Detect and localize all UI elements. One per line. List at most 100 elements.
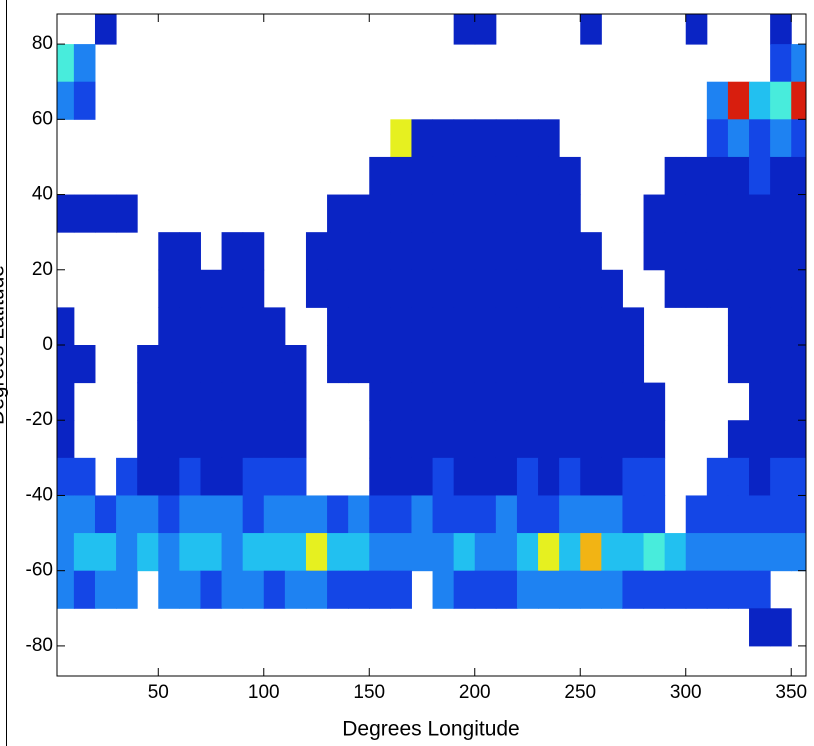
cell [453, 345, 476, 384]
cell [179, 457, 201, 496]
cell [327, 194, 349, 233]
cell [221, 457, 244, 496]
cell [432, 495, 455, 534]
cell [580, 345, 602, 384]
cell [770, 232, 792, 271]
cell [284, 382, 307, 421]
cell [580, 269, 602, 308]
cell [348, 269, 370, 308]
cell [158, 533, 180, 572]
cell [791, 382, 806, 421]
cell [685, 156, 708, 196]
cell [57, 194, 75, 233]
cell [158, 307, 180, 346]
cell [390, 457, 412, 496]
cell [559, 156, 581, 196]
cell [622, 382, 645, 421]
cell [453, 457, 476, 496]
cell [791, 156, 806, 196]
cell [791, 495, 806, 534]
cell [516, 307, 539, 346]
cell [474, 232, 497, 271]
cell [622, 420, 645, 459]
cell [390, 194, 412, 233]
cell [453, 14, 476, 45]
cell [770, 533, 792, 572]
cell [706, 232, 729, 271]
cell [369, 194, 391, 233]
cell [749, 232, 771, 271]
cell [601, 307, 623, 346]
y-tick-label: -20 [26, 409, 53, 430]
x-tick-label: 50 [148, 682, 169, 703]
cell [390, 382, 412, 421]
cell [622, 570, 645, 609]
cell [390, 533, 412, 572]
cell [770, 382, 792, 421]
cell [664, 533, 687, 572]
cell [200, 345, 223, 384]
cell [727, 345, 750, 384]
cell [453, 533, 476, 572]
cell [749, 269, 771, 308]
cell [559, 307, 581, 346]
cell [411, 307, 434, 346]
cell [601, 570, 623, 609]
cell [770, 495, 792, 534]
cell [538, 156, 560, 196]
cell [390, 420, 412, 459]
cell [749, 307, 771, 346]
cell [791, 457, 806, 496]
cell [390, 345, 412, 384]
cell [559, 269, 581, 308]
cell [57, 570, 75, 609]
cell [495, 156, 518, 196]
cell [516, 269, 539, 308]
cell [474, 194, 497, 233]
cell [664, 156, 687, 196]
cell [327, 307, 349, 346]
cell [57, 495, 75, 534]
cell [601, 533, 623, 572]
cell [116, 533, 138, 572]
cell [727, 194, 750, 233]
cell [94, 14, 117, 45]
cell [73, 457, 96, 496]
cell [685, 14, 708, 45]
cell [284, 533, 307, 572]
cell [495, 495, 518, 534]
cell [601, 382, 623, 421]
cell [495, 232, 518, 271]
cell [369, 570, 391, 609]
cell [685, 570, 708, 609]
cell [474, 345, 497, 384]
cell [559, 570, 581, 609]
cell [432, 269, 455, 308]
cell [538, 307, 560, 346]
cell [791, 119, 806, 158]
cell [749, 156, 771, 196]
cell [327, 533, 349, 572]
cell [369, 457, 391, 496]
cell [495, 570, 518, 609]
cell [179, 495, 201, 534]
cell [516, 495, 539, 534]
cell [411, 119, 434, 158]
cell [495, 345, 518, 384]
cell [137, 495, 159, 534]
cell [432, 307, 455, 346]
cell [538, 495, 560, 534]
cell [327, 232, 349, 271]
cell [327, 269, 349, 308]
cell [158, 269, 180, 308]
cell [390, 495, 412, 534]
cell [580, 495, 602, 534]
cell [432, 533, 455, 572]
cell [73, 194, 96, 233]
cell [94, 533, 117, 572]
cell [749, 608, 771, 647]
cell [263, 307, 286, 346]
cell [411, 382, 434, 421]
cell [411, 495, 434, 534]
cell [263, 345, 286, 384]
